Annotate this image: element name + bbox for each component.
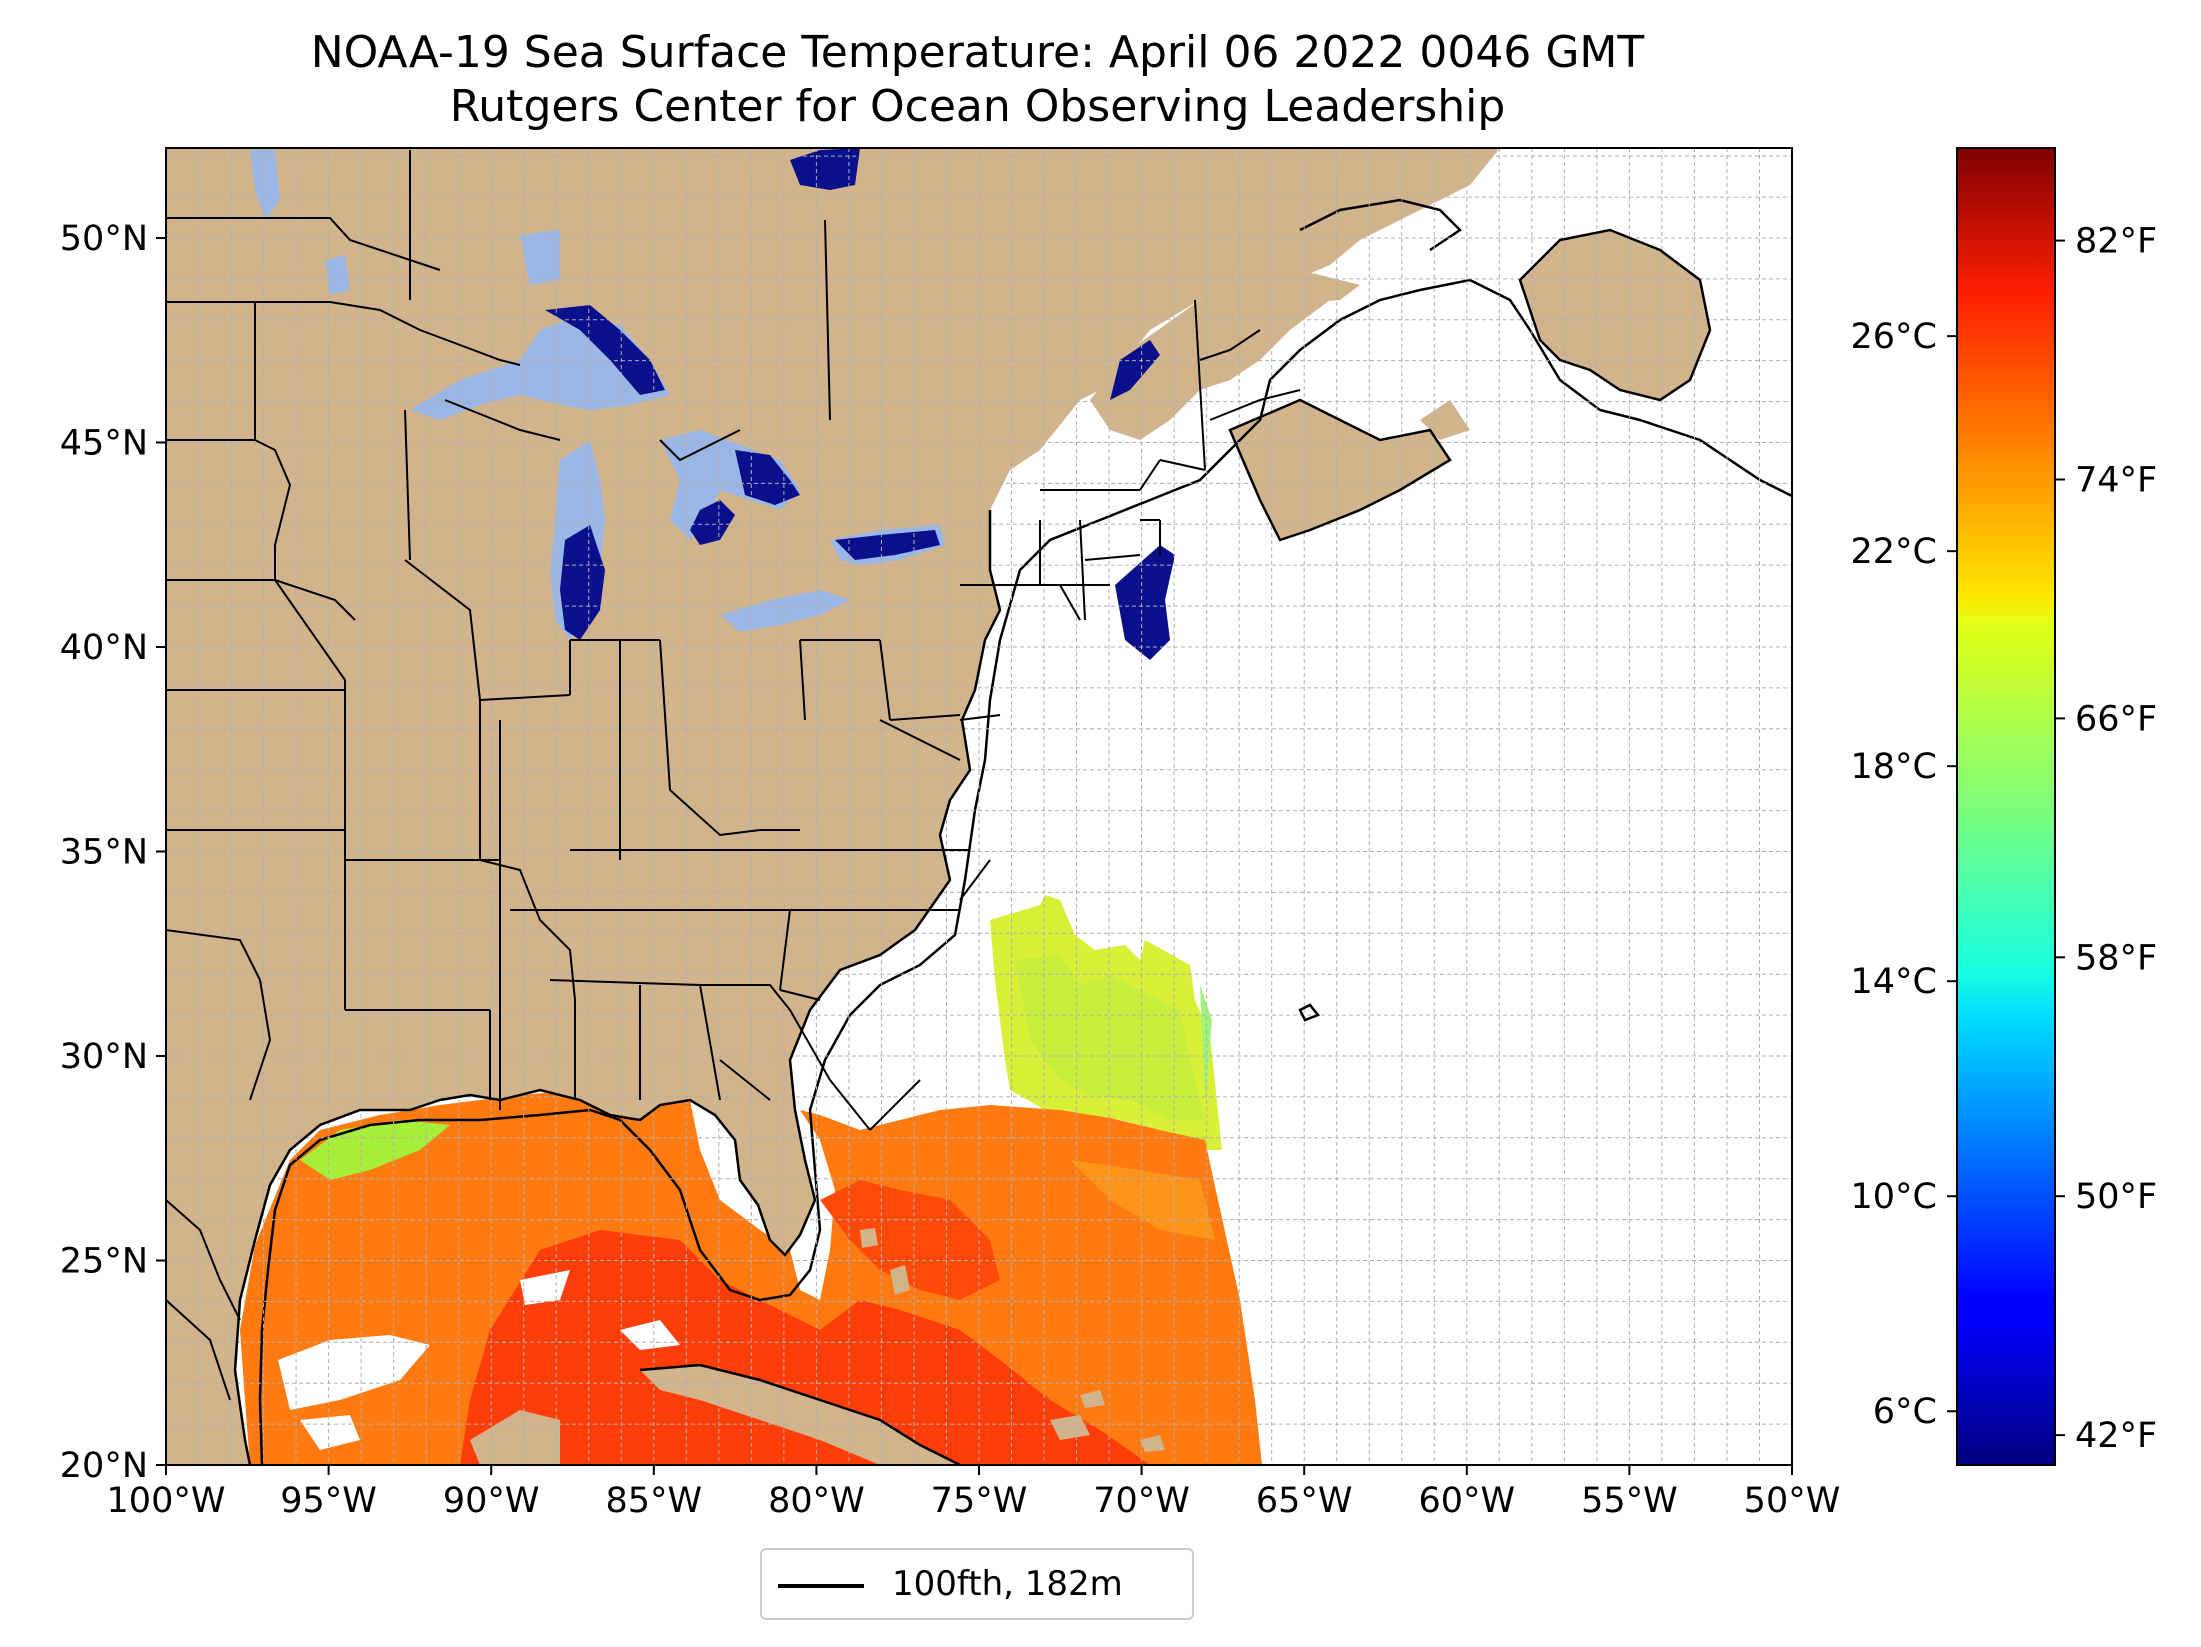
x-tick-label: 50°W [1744,1481,1841,1521]
political-boundaries [166,150,1301,1401]
latitude-axis: 20°N 25°N 30°N 35°N 40°N 45°N 50°N [60,219,166,1486]
y-tick-label: 40°N [60,628,148,668]
x-tick-label: 85°W [605,1481,702,1521]
great-lakes [250,148,1175,660]
x-tick-label: 60°W [1418,1481,1515,1521]
x-tick-label: 65°W [1256,1481,1353,1521]
celsius-tick-label: 6°C [1873,1392,1937,1432]
legend-isobath-label: 100fth, 182m [892,1564,1123,1604]
x-tick-label: 100°W [107,1481,226,1521]
celsius-tick-label: 22°C [1851,532,1937,572]
celsius-tick-label: 14°C [1851,962,1937,1002]
y-tick-label: 45°N [60,423,148,463]
map-legend: 100fth, 182m [760,1548,1194,1620]
fahrenheit-tick-label: 42°F [2075,1416,2157,1456]
colorbar [1956,147,2056,1466]
celsius-tick-label: 26°C [1851,317,1937,357]
y-tick-label: 20°N [60,1446,148,1486]
y-tick-label: 30°N [60,1037,148,1077]
fahrenheit-tick-label: 50°F [2075,1177,2157,1217]
fahrenheit-tick-label: 66°F [2075,699,2157,739]
coastlines [233,228,1712,1465]
colorbar-fahrenheit-axis: 42°F 50°F 58°F 66°F 74°F 82°F [2055,222,2157,1456]
y-tick-label: 50°N [60,219,148,259]
map-subtitle: Rutgers Center for Ocean Observing Leade… [449,81,1506,132]
fahrenheit-tick-label: 74°F [2075,460,2157,500]
x-tick-label: 80°W [768,1481,865,1521]
isobath-100fth [258,198,1792,1465]
x-tick-label: 90°W [443,1481,540,1521]
longitude-axis: 100°W 95°W 90°W 85°W 80°W 75°W 70°W 65°W 60°W 55°… [107,1465,1841,1521]
legend-isobath-swatch [778,1584,864,1588]
celsius-tick-label: 18°C [1851,747,1937,787]
map-title: NOAA-19 Sea Surface Temperature: April 0… [310,27,1645,78]
y-tick-label: 25°N [60,1241,148,1281]
colorbar-celsius-axis: 6°C 10°C 14°C 18°C 22°C 26°C [1851,317,1957,1432]
fahrenheit-tick-label: 82°F [2075,222,2157,262]
x-tick-label: 70°W [1093,1481,1190,1521]
x-tick-label: 55°W [1581,1481,1678,1521]
land-mass [166,148,1710,1465]
x-tick-label: 75°W [931,1481,1028,1521]
fahrenheit-tick-label: 58°F [2075,938,2157,978]
celsius-tick-label: 10°C [1851,1177,1937,1217]
y-tick-label: 35°N [60,832,148,872]
x-tick-label: 95°W [280,1481,377,1521]
